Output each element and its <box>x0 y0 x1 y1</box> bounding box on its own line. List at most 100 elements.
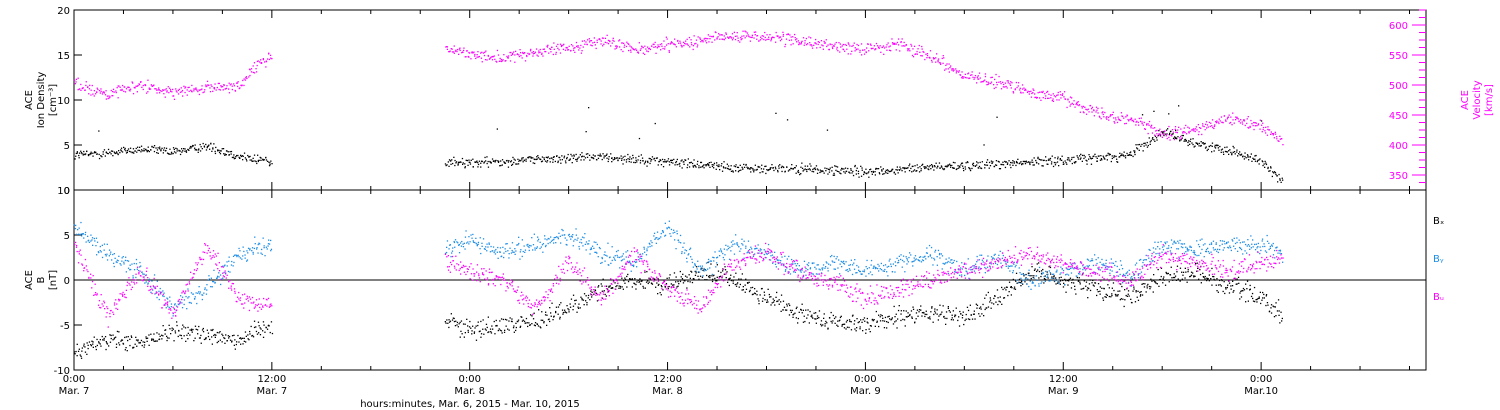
density-point <box>181 148 183 150</box>
by-point <box>720 250 722 252</box>
by-point <box>532 244 535 246</box>
bx-point <box>242 343 244 345</box>
bx-point <box>783 306 786 308</box>
density-point <box>1061 159 1063 161</box>
bx-point <box>792 314 794 316</box>
by-point <box>454 246 456 248</box>
density-point <box>153 150 156 153</box>
velocity-point <box>754 34 756 36</box>
by-point <box>615 250 618 253</box>
bx-point <box>224 342 226 344</box>
density-point <box>946 166 948 168</box>
by-point <box>567 234 570 236</box>
by-point <box>562 229 564 232</box>
density-point <box>1202 142 1204 144</box>
velocity-point <box>577 45 579 47</box>
density-point <box>125 150 127 152</box>
bx-point <box>927 317 929 319</box>
velocity-point <box>849 45 851 47</box>
bx-point <box>931 306 933 308</box>
velocity-point <box>1183 131 1185 133</box>
density-point <box>753 171 755 173</box>
velocity-point <box>1213 125 1216 127</box>
velocity-point <box>823 42 826 44</box>
density-point <box>1007 162 1009 164</box>
velocity-point <box>539 51 541 53</box>
density-point <box>597 157 600 159</box>
density-point <box>252 157 254 159</box>
by-point <box>449 244 451 246</box>
density-point <box>985 164 987 166</box>
bx-point <box>902 318 904 321</box>
velocity-point <box>938 62 941 64</box>
density-point <box>173 151 176 153</box>
by-point <box>566 239 568 241</box>
by-point <box>537 240 539 242</box>
velocity-point <box>188 86 190 88</box>
bx-point <box>169 328 171 330</box>
density-point <box>1015 164 1017 167</box>
bx-point <box>219 331 221 333</box>
density-point <box>750 171 752 173</box>
by-point <box>118 255 120 257</box>
velocity-point <box>553 48 555 50</box>
top-right-tick-label: 600 <box>1389 21 1408 32</box>
bx-point <box>253 320 256 322</box>
by-point <box>226 261 228 263</box>
velocity-point <box>1075 103 1077 105</box>
bx-point <box>999 296 1001 298</box>
bx-point <box>1211 284 1213 286</box>
velocity-point <box>1108 119 1110 121</box>
by-point <box>694 263 696 265</box>
bx-point <box>1173 273 1175 275</box>
density-point <box>811 170 813 173</box>
density-point <box>1089 157 1092 159</box>
density-point <box>1240 154 1242 156</box>
density-point <box>619 157 621 159</box>
density-point <box>777 171 779 173</box>
density-point <box>627 153 629 156</box>
velocity-point <box>112 90 114 93</box>
density-point <box>989 165 992 167</box>
velocity-point <box>886 44 888 46</box>
velocity-point <box>891 38 893 40</box>
velocity-point <box>1211 119 1214 121</box>
density-point <box>628 158 631 160</box>
by-point <box>120 264 122 266</box>
velocity-point <box>711 41 713 43</box>
bx-point <box>1125 294 1127 297</box>
bx-point <box>738 286 740 288</box>
bx-point <box>235 343 237 346</box>
density-point <box>746 166 748 168</box>
density-point <box>736 166 739 168</box>
velocity-point <box>570 49 572 52</box>
velocity-point <box>619 39 621 41</box>
bx-point <box>645 281 648 283</box>
velocity-point <box>879 45 881 47</box>
velocity-point <box>1231 124 1233 126</box>
velocity-point <box>245 77 247 79</box>
velocity-point <box>1125 116 1127 118</box>
density-point <box>1253 158 1255 160</box>
velocity-point <box>576 45 578 47</box>
density-point <box>1182 134 1184 137</box>
density-point <box>239 157 241 159</box>
bx-point <box>750 287 752 289</box>
density-point <box>1047 159 1049 161</box>
velocity-point <box>946 63 948 65</box>
density-point <box>778 165 780 167</box>
by-point <box>613 258 616 260</box>
bx-point <box>464 332 466 334</box>
density-point <box>625 159 628 161</box>
density-point <box>725 167 727 169</box>
velocity-point <box>604 37 607 39</box>
density-point <box>942 168 944 170</box>
bx-point <box>1176 265 1179 267</box>
velocity-point <box>1032 88 1034 90</box>
velocity-point <box>524 52 526 54</box>
velocity-point <box>1120 119 1122 122</box>
bx-point <box>971 318 974 320</box>
bx-point <box>1055 279 1058 281</box>
velocity-point <box>119 89 122 91</box>
bx-point <box>1144 283 1146 285</box>
